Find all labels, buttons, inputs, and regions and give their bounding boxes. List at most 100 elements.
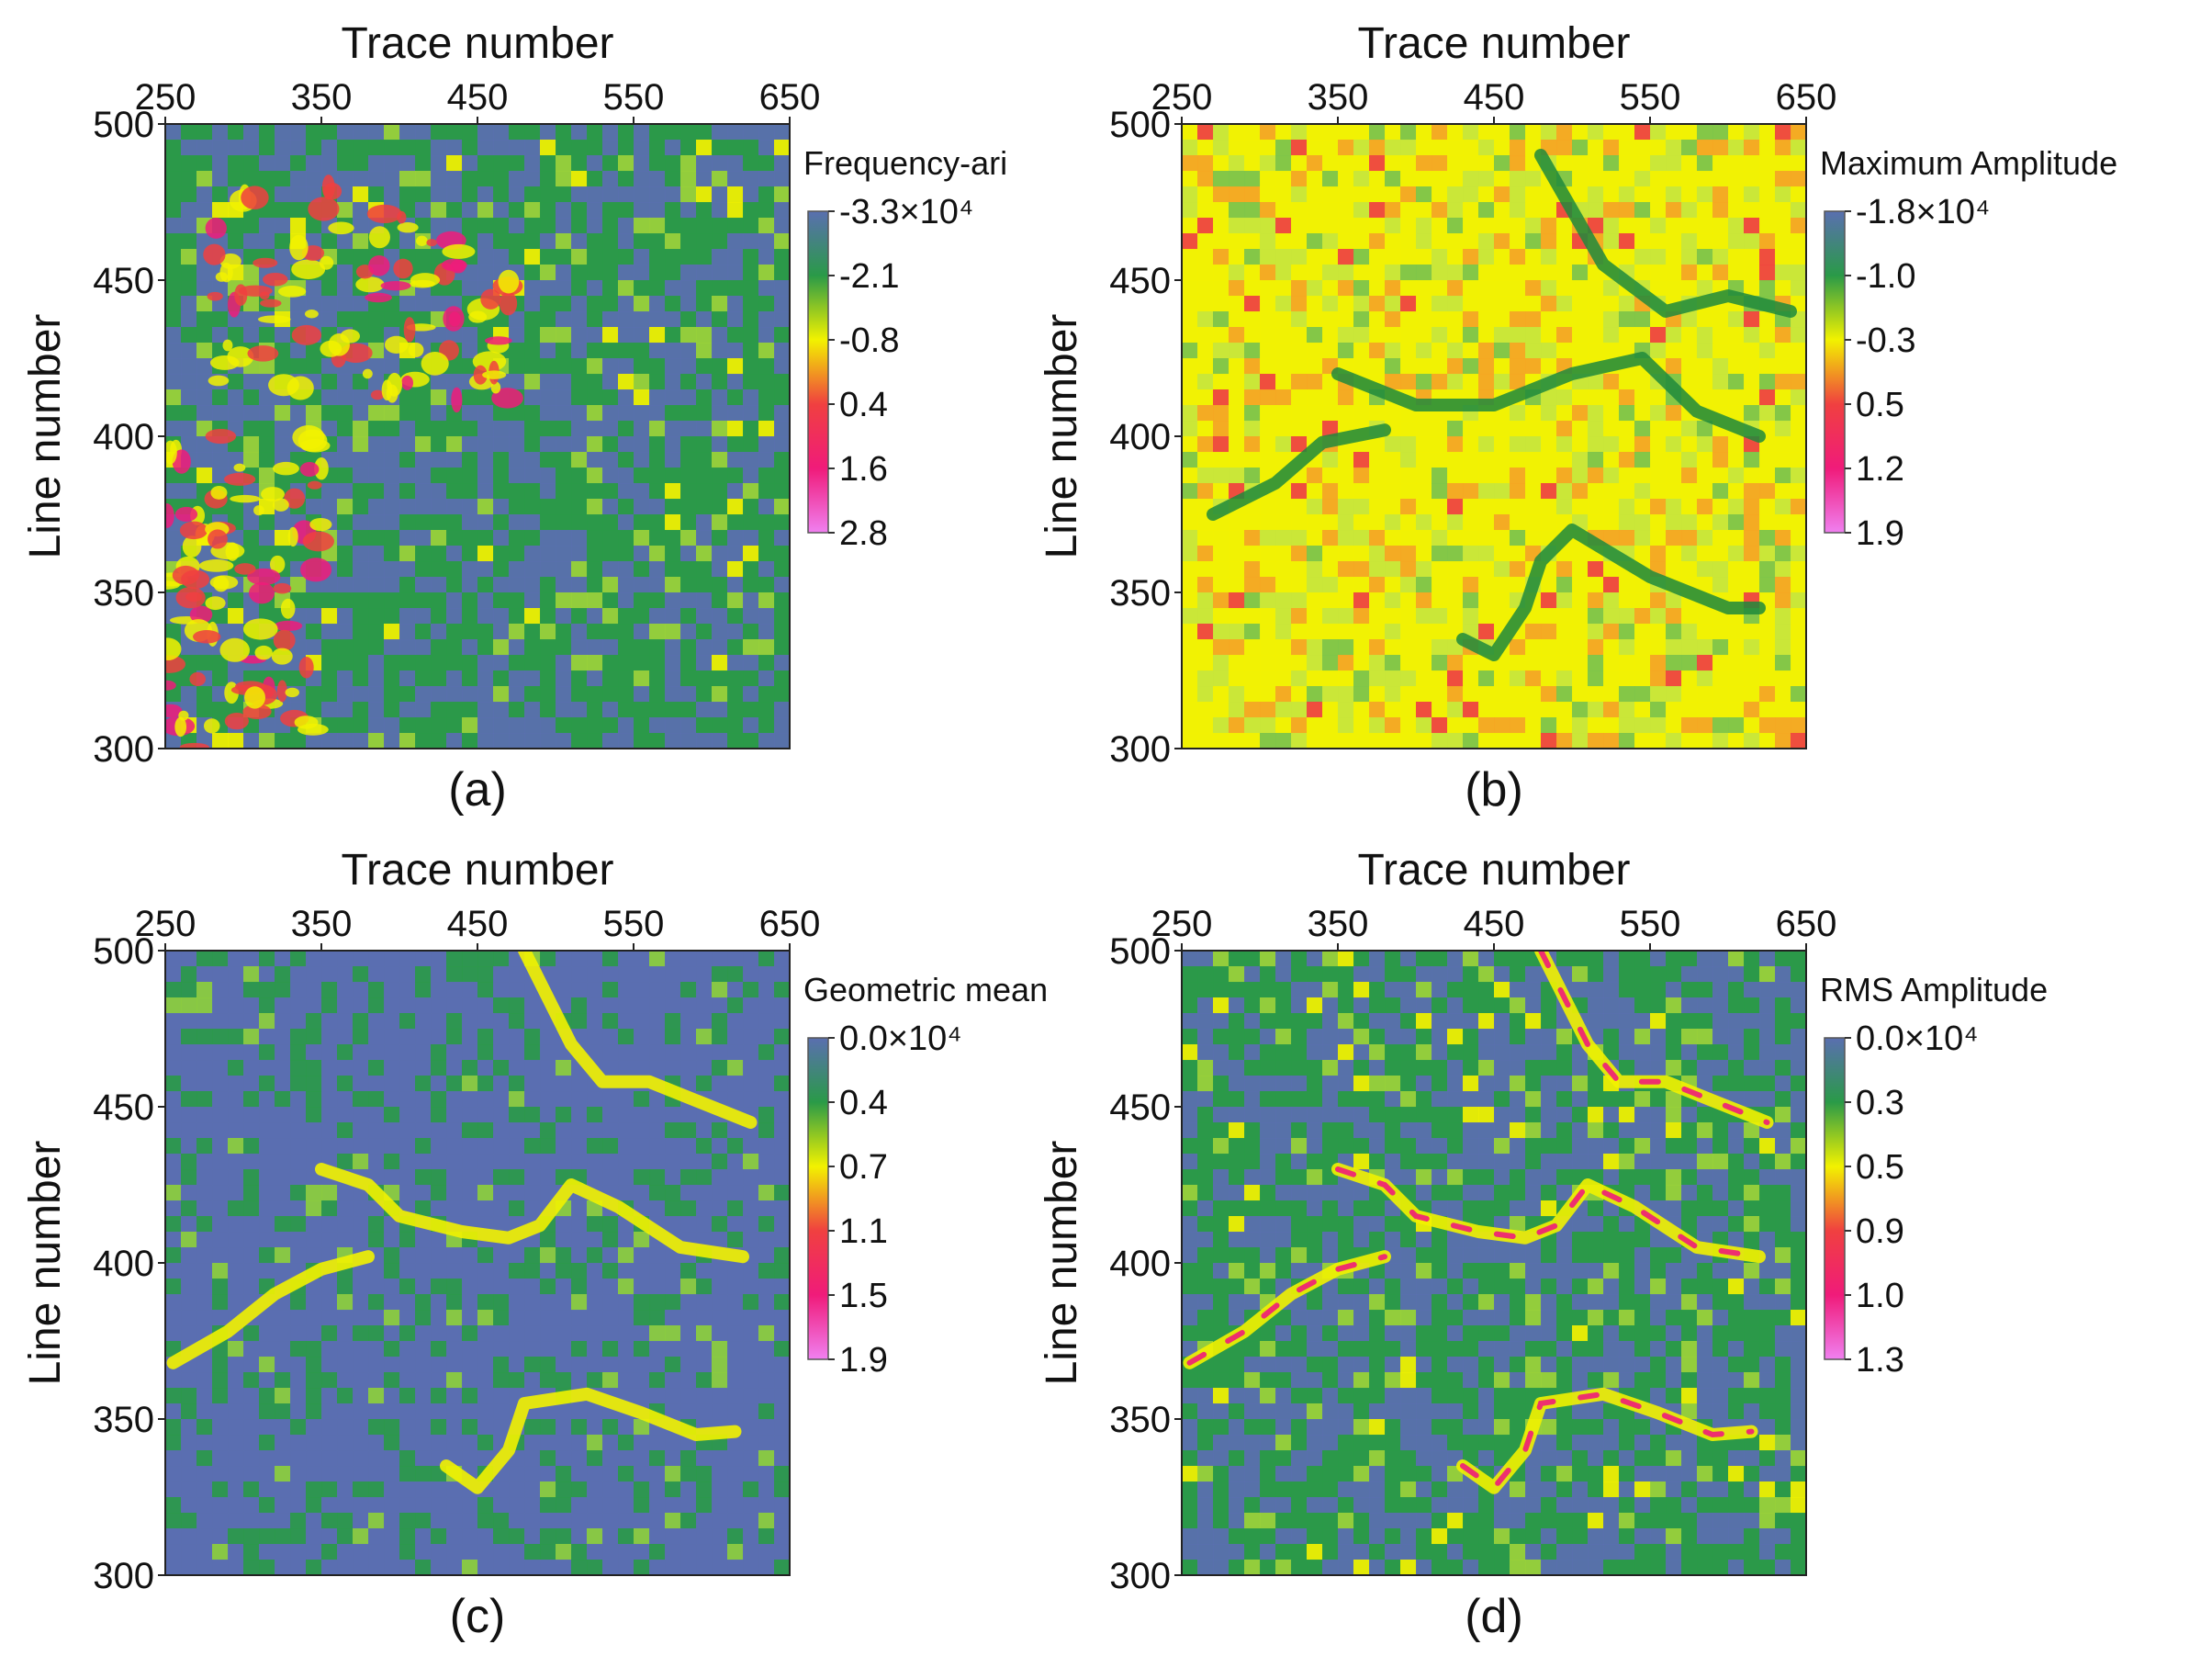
heatmap-cell — [587, 966, 603, 983]
heatmap-cell — [243, 1372, 260, 1389]
heatmap-cell — [712, 499, 728, 515]
heatmap-cell — [337, 1091, 354, 1108]
anomaly-patch — [299, 461, 320, 477]
heatmap-cell — [680, 1060, 697, 1076]
heatmap-cell — [1197, 468, 1214, 484]
heatmap-cell — [353, 1154, 369, 1170]
heatmap-cell — [290, 997, 307, 1014]
heatmap-cell — [587, 249, 603, 265]
heatmap-cell — [1541, 218, 1557, 234]
heatmap-cell — [1416, 171, 1432, 187]
heatmap-cell — [1260, 577, 1276, 593]
heatmap-cell — [743, 733, 759, 749]
heatmap-cell — [337, 1279, 354, 1295]
heatmap-cell — [758, 1450, 775, 1467]
heatmap-cell — [649, 311, 666, 328]
heatmap-cell — [1775, 592, 1791, 609]
heatmap-cell — [431, 530, 447, 546]
heatmap-cell — [462, 1263, 478, 1279]
heatmap-cell — [1322, 530, 1339, 546]
heatmap-cell — [259, 530, 275, 546]
heatmap-cell — [431, 514, 447, 531]
heatmap-cell — [1556, 655, 1573, 671]
heatmap-cell — [306, 499, 322, 515]
heatmap-cell — [290, 546, 307, 562]
heatmap-cell — [259, 405, 275, 422]
heatmap-cell — [1322, 468, 1339, 484]
heatmap-cell — [758, 1497, 775, 1514]
heatmap-cell — [1369, 343, 1386, 359]
heatmap-cell — [1197, 296, 1214, 312]
heatmap-cell — [384, 686, 400, 703]
heatmap-cell — [1353, 311, 1370, 328]
heatmap-cell — [1650, 249, 1667, 265]
heatmap-cell — [368, 436, 385, 453]
heatmap-cell — [1260, 140, 1276, 156]
heatmap-cell — [712, 1341, 728, 1357]
heatmap-cell — [493, 1419, 510, 1436]
heatmap-cell — [493, 1497, 510, 1514]
heatmap-cell — [680, 717, 697, 734]
heatmap-cell — [1369, 608, 1386, 625]
heatmap-cell — [540, 327, 556, 344]
heatmap-cell — [337, 608, 354, 625]
heatmap-cell — [1791, 670, 1806, 687]
heatmap-cell — [1307, 561, 1323, 578]
heatmap-cell — [587, 624, 603, 640]
heatmap-cell — [743, 1450, 759, 1467]
heatmap-cell — [212, 1029, 229, 1045]
heatmap-cell — [696, 1232, 713, 1248]
heatmap-cell — [774, 1232, 790, 1248]
heatmap-cell — [1385, 374, 1401, 390]
heatmap-cell — [509, 1044, 525, 1061]
heatmap-cell — [431, 1029, 447, 1045]
heatmap-cell — [540, 686, 556, 703]
heatmap-cell — [1478, 608, 1495, 625]
heatmap-cell — [1775, 655, 1791, 671]
heatmap-cell — [165, 1185, 182, 1201]
heatmap-cell — [228, 1372, 244, 1389]
heatmap-cell — [509, 686, 525, 703]
heatmap-cell — [1432, 452, 1448, 468]
heatmap-cell — [1213, 186, 1230, 203]
heatmap-cell — [556, 577, 572, 593]
heatmap-cell — [602, 421, 619, 437]
heatmap-cell — [1728, 249, 1745, 265]
heatmap-cell — [290, 1403, 307, 1420]
heatmap-cell — [1447, 733, 1464, 749]
heatmap-cell — [1619, 655, 1635, 671]
heatmap-cell — [415, 1154, 432, 1170]
heatmap-cell — [1588, 436, 1604, 453]
heatmap-cell — [1572, 686, 1589, 703]
heatmap-cell — [1182, 717, 1198, 734]
heatmap-cell — [1400, 577, 1417, 593]
heatmap-cell — [477, 1138, 494, 1155]
heatmap-cell — [774, 997, 790, 1014]
heatmap-cell — [509, 670, 525, 687]
heatmap-cell — [665, 997, 681, 1014]
heatmap-cell — [727, 670, 744, 687]
heatmap-cell — [462, 592, 478, 609]
heatmap-cell — [399, 436, 416, 453]
heatmap-cell — [618, 1154, 634, 1170]
heatmap-cell — [1432, 218, 1448, 234]
heatmap-cell — [618, 951, 634, 967]
heatmap-cell — [1322, 296, 1339, 312]
heatmap-cell — [337, 1497, 354, 1514]
heatmap-cell — [259, 1076, 275, 1092]
heatmap-cell — [509, 1247, 525, 1264]
heatmap-cell — [462, 1450, 478, 1467]
heatmap-cell — [290, 1450, 307, 1467]
heatmap-cell — [1603, 202, 1620, 219]
heatmap-cell — [758, 280, 775, 297]
heatmap-cell — [602, 1044, 619, 1061]
heatmap-cell — [1572, 171, 1589, 187]
heatmap-cell — [165, 202, 182, 219]
heatmap-cell — [587, 1107, 603, 1123]
heatmap-cell — [290, 155, 307, 172]
heatmap-cell — [259, 1466, 275, 1482]
heatmap-cell — [1213, 265, 1230, 281]
heatmap-cell — [1510, 405, 1526, 422]
heatmap-cell — [743, 592, 759, 609]
heatmap-cell — [337, 717, 354, 734]
